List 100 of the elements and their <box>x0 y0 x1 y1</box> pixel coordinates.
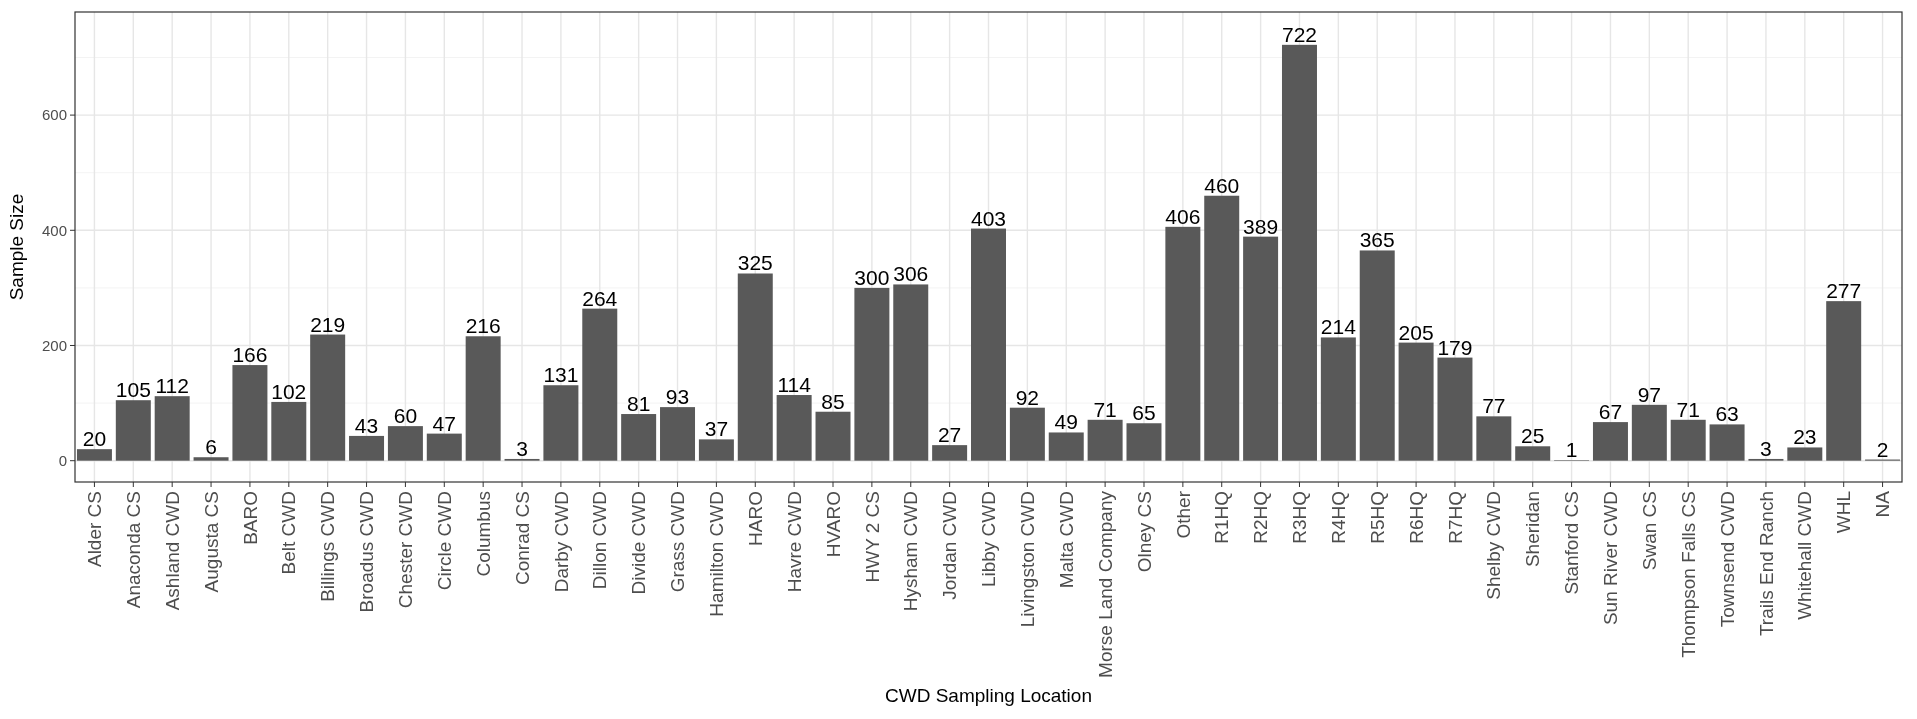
data-label: 2 <box>1876 437 1889 461</box>
data-label: 277 <box>1826 279 1862 303</box>
bar <box>349 435 385 461</box>
data-label: 214 <box>1320 315 1357 339</box>
x-tick-label: Divide CWD <box>628 491 650 595</box>
x-tick-label: Townsend CWD <box>1716 491 1738 628</box>
bar <box>1709 424 1745 461</box>
x-tick-label: Grass CWD <box>667 491 689 593</box>
bar <box>854 287 890 461</box>
data-label: 65 <box>1132 401 1156 425</box>
data-label: 97 <box>1637 382 1662 406</box>
data-label: 219 <box>310 312 346 336</box>
data-label: 112 <box>155 374 189 398</box>
x-tick-label: Sun River CWD <box>1600 491 1622 626</box>
bar <box>1592 422 1628 461</box>
bar <box>932 445 968 461</box>
data-label: 71 <box>1093 397 1117 421</box>
x-tick-label: NA <box>1872 490 1894 518</box>
bar <box>971 228 1006 461</box>
y-tick-label: 600 <box>41 106 67 124</box>
data-label: 325 <box>737 251 773 275</box>
data-label: 63 <box>1715 402 1739 426</box>
x-tick-label: Chester CWD <box>395 491 417 609</box>
bar <box>1398 342 1434 461</box>
bar <box>1631 404 1667 461</box>
bar <box>660 407 696 461</box>
bar <box>1281 44 1317 461</box>
data-label: 71 <box>1676 397 1700 421</box>
bar <box>1320 337 1356 461</box>
y-tick-label: 400 <box>41 221 67 239</box>
x-tick-label: R7HQ <box>1444 491 1466 544</box>
x-tick-label: Belt CWD <box>278 491 300 575</box>
data-label: 264 <box>582 286 618 310</box>
x-tick-label: R5HQ <box>1366 491 1388 544</box>
x-tick-label: R3HQ <box>1289 491 1311 544</box>
data-label: 81 <box>626 392 651 416</box>
x-tick-label: Whitehall CWD <box>1794 491 1816 620</box>
data-label: 67 <box>1598 400 1623 424</box>
bar <box>193 457 229 461</box>
x-tick-label: R1HQ <box>1211 491 1233 544</box>
bar <box>1437 357 1473 461</box>
x-tick-label: Sheridan <box>1522 491 1544 568</box>
bar <box>543 385 579 461</box>
bar <box>465 336 501 461</box>
data-label: 93 <box>665 385 690 409</box>
bar <box>582 308 618 461</box>
x-tick-label: Trails End Ranch <box>1755 491 1777 637</box>
data-label: 92 <box>1015 385 1040 409</box>
x-tick-label: Alder CS <box>84 491 106 568</box>
x-tick-label: BARO <box>239 491 261 545</box>
x-tick-label: Olney CS <box>1133 491 1155 573</box>
bar <box>893 284 929 461</box>
data-label: 49 <box>1054 410 1078 434</box>
y-tick-label: 0 <box>58 451 67 469</box>
data-label: 179 <box>1437 335 1473 359</box>
data-label: 25 <box>1521 424 1545 448</box>
bar <box>698 439 734 461</box>
bar <box>1204 195 1240 461</box>
data-label: 3 <box>516 436 528 460</box>
data-label: 102 <box>271 379 307 403</box>
x-tick-label: Stanford CS <box>1561 491 1583 595</box>
bar <box>76 449 112 461</box>
x-tick-label: HWY 2 CS <box>861 491 883 583</box>
x-axis-title: CWD Sampling Location <box>885 685 1092 706</box>
data-label: 77 <box>1482 394 1506 418</box>
x-tick-label: Billings CWD <box>317 491 339 602</box>
x-tick-label: Malta CWD <box>1055 491 1077 589</box>
x-tick-label: Shelby CWD <box>1483 491 1505 600</box>
bar <box>1048 432 1084 461</box>
data-label: 460 <box>1204 173 1240 197</box>
data-label: 131 <box>543 363 579 387</box>
bar <box>1126 423 1162 461</box>
bar <box>154 396 190 461</box>
data-label: 306 <box>893 262 929 286</box>
x-tick-label: Ashland CWD <box>161 491 183 611</box>
bar <box>1087 419 1123 461</box>
bar <box>621 414 657 461</box>
bar <box>1515 446 1551 461</box>
y-axis-title: Sample Size <box>6 193 27 301</box>
x-tick-label: Havre CWD <box>783 491 805 593</box>
bar <box>115 400 151 461</box>
data-label: 47 <box>432 411 456 435</box>
x-tick-label: Hamilton CWD <box>706 491 728 617</box>
x-tick-label: R6HQ <box>1405 491 1427 544</box>
data-label: 85 <box>821 389 845 413</box>
x-tick-label: WHL <box>1833 491 1855 534</box>
data-label: 166 <box>232 343 268 367</box>
x-tick-label: Columbus <box>472 491 494 577</box>
data-label: 114 <box>777 373 812 397</box>
x-tick-label: Circle CWD <box>433 491 455 591</box>
data-label: 37 <box>704 417 729 441</box>
bar <box>1787 447 1823 461</box>
data-label: 205 <box>1398 320 1434 344</box>
x-tick-label: Broadus CWD <box>356 491 378 613</box>
bar <box>815 411 851 461</box>
x-tick-label: HVARO <box>822 491 844 558</box>
x-tick-label: Libby CWD <box>978 491 1000 588</box>
x-tick-label: Dillon CWD <box>589 491 611 590</box>
data-label: 406 <box>1165 204 1201 228</box>
bar <box>1670 419 1706 461</box>
